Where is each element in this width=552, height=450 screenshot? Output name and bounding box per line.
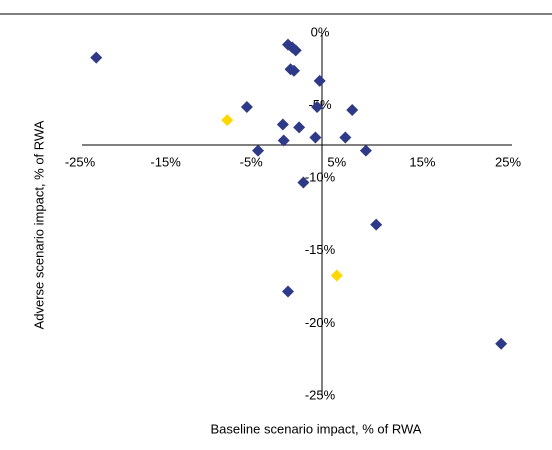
data-point (370, 218, 383, 231)
x-tick-label: -25% (65, 154, 96, 169)
x-axis-label: Baseline scenario impact, % of RWA (211, 421, 422, 436)
data-point (288, 64, 300, 77)
y-tick-label: -15% (305, 242, 336, 257)
x-tick-label: -15% (150, 154, 181, 169)
x-tick-label: 5% (327, 154, 346, 169)
data-point (282, 285, 295, 298)
data-point (309, 131, 322, 144)
data-point (276, 118, 289, 131)
data-point (359, 144, 372, 157)
data-point (90, 51, 103, 64)
data-point (311, 101, 324, 114)
y-tick-label: -10% (305, 170, 336, 185)
data-point (330, 269, 343, 282)
data-point (313, 74, 326, 87)
data-point (293, 121, 306, 134)
x-tick-label: 15% (409, 154, 435, 169)
y-tick-label: -25% (305, 387, 336, 402)
data-point (252, 144, 265, 157)
y-tick-label: 0% (311, 24, 330, 39)
data-point (277, 134, 290, 147)
x-tick-label: -5% (240, 154, 264, 169)
data-point (495, 337, 508, 350)
data-point (346, 103, 359, 116)
y-tick-label: -20% (305, 315, 336, 330)
x-tick-label: 25% (495, 154, 521, 169)
data-point (221, 114, 234, 127)
data-point (240, 101, 253, 114)
data-point (339, 131, 352, 144)
y-axis-label: Adverse scenario impact, % of RWA (31, 120, 46, 329)
data-point (289, 44, 302, 57)
data-point (297, 176, 310, 189)
